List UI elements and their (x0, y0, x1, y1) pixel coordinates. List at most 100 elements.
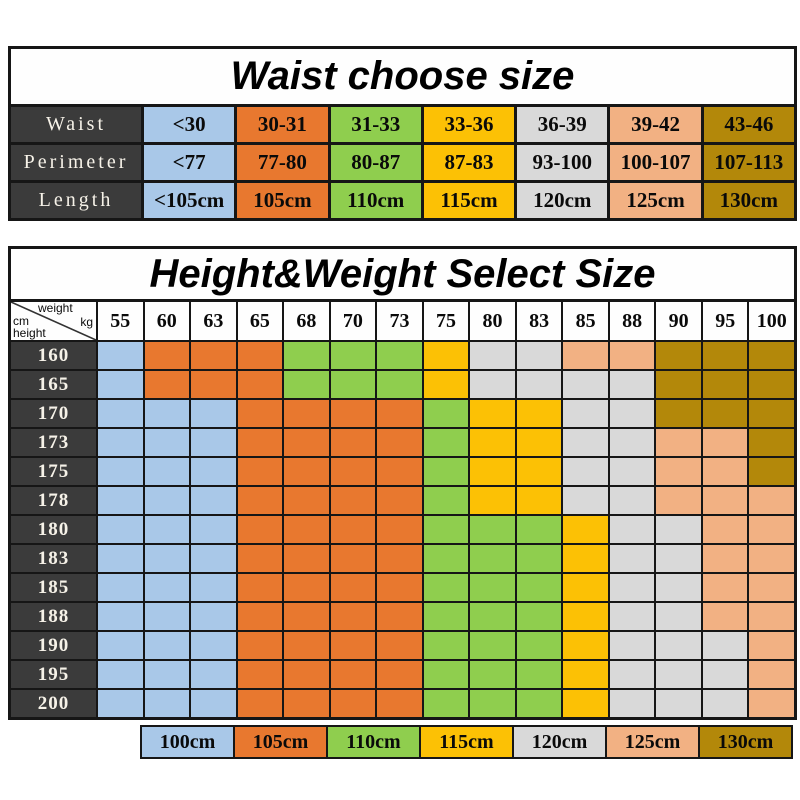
size-cell-100cm (98, 429, 143, 456)
size-cell-100cm (98, 574, 143, 601)
corner-height-label: height (13, 326, 46, 340)
height-row-header: 188 (11, 603, 96, 630)
weight-header-cell: 60 (144, 302, 190, 340)
size-cell-110cm (423, 603, 469, 630)
size-cell-120cm (563, 371, 608, 398)
size-cell-120cm (656, 632, 701, 659)
size-cell-110cm (423, 429, 469, 456)
size-cell-120cm (563, 400, 608, 427)
size-cell-115cm (563, 545, 608, 572)
corner-cell: weight cm kg height (11, 301, 96, 340)
size-cell-100cm (191, 574, 236, 601)
size-cell-130cm (656, 371, 701, 398)
waist-value-cell: 130cm (703, 183, 794, 218)
size-cell-100cm (98, 371, 143, 398)
height-weight-table-title: Height&Weight Select Size (11, 249, 794, 299)
size-cell-105cm (377, 574, 422, 601)
size-cell-105cm (284, 661, 329, 688)
size-cell-105cm (377, 545, 422, 572)
size-cell-100cm (144, 487, 190, 514)
size-cell-125cm (702, 516, 748, 543)
size-cell-110cm (377, 342, 422, 369)
legend-item: 120cm (514, 727, 605, 757)
size-cell-100cm (98, 661, 143, 688)
size-cell-125cm (702, 603, 748, 630)
size-cell-120cm (609, 545, 655, 572)
size-cell-120cm (609, 487, 655, 514)
size-cell-105cm (237, 545, 283, 572)
size-cell-105cm (284, 603, 329, 630)
size-cell-125cm (656, 458, 701, 485)
corner-cm-label: cm (13, 314, 29, 328)
size-cell-120cm (609, 400, 655, 427)
size-cell-120cm (609, 690, 655, 717)
size-cell-120cm (609, 429, 655, 456)
waist-value-cell: <77 (144, 145, 235, 180)
size-cell-105cm (144, 342, 190, 369)
size-cell-125cm (702, 487, 748, 514)
size-cell-125cm (749, 632, 794, 659)
size-cell-130cm (702, 371, 748, 398)
size-cell-115cm (470, 400, 515, 427)
size-cell-100cm (144, 458, 190, 485)
weight-header-cell: 88 (609, 302, 655, 340)
size-cell-125cm (702, 429, 748, 456)
weight-header-cell: 100 (749, 302, 794, 340)
size-cell-110cm (423, 516, 469, 543)
size-cell-105cm (377, 632, 422, 659)
waist-value-cell: 31-33 (330, 107, 421, 142)
diagonal-divider-line (11, 302, 96, 340)
size-cell-105cm (237, 400, 283, 427)
size-color-legend: 100cm 105cm 110cm 115cm 120cm 125cm 130cm (140, 725, 793, 759)
waist-value-cell: 80-87 (330, 145, 421, 180)
size-cell-120cm (609, 516, 655, 543)
size-cell-110cm (470, 603, 515, 630)
size-cell-105cm (377, 516, 422, 543)
size-cell-115cm (516, 400, 562, 427)
size-cell-130cm (749, 458, 794, 485)
size-cell-125cm (749, 516, 794, 543)
waist-value-cell: 77-80 (237, 145, 328, 180)
size-cell-120cm (563, 458, 608, 485)
size-cell-110cm (516, 632, 562, 659)
waist-value-cell: <105cm (144, 183, 235, 218)
size-cell-125cm (702, 458, 748, 485)
size-cell-100cm (98, 603, 143, 630)
height-row-header: 180 (11, 516, 96, 543)
size-cell-105cm (330, 632, 376, 659)
size-cell-110cm (330, 371, 376, 398)
size-cell-110cm (516, 516, 562, 543)
weight-header-cell: 73 (377, 302, 422, 340)
size-cell-105cm (377, 690, 422, 717)
weight-header-cell: 55 (98, 302, 143, 340)
waist-value-cell: 115cm (423, 183, 515, 218)
weight-header-cell: 63 (191, 302, 236, 340)
size-cell-105cm (284, 574, 329, 601)
size-cell-120cm (609, 661, 655, 688)
size-cell-105cm (237, 429, 283, 456)
size-cell-100cm (144, 603, 190, 630)
height-row-header: 195 (11, 661, 96, 688)
size-cell-110cm (423, 545, 469, 572)
waist-table-grid: Waist <30 30-31 31-33 33-36 36-39 39-42 43-46 Pe… (11, 107, 794, 218)
size-cell-110cm (470, 690, 515, 717)
legend-item: 110cm (328, 727, 419, 757)
size-cell-120cm (609, 458, 655, 485)
size-cell-120cm (656, 661, 701, 688)
size-cell-100cm (144, 429, 190, 456)
size-cell-100cm (98, 632, 143, 659)
legend-item: 125cm (607, 727, 698, 757)
waist-size-table: Waist choose size Waist <30 30-31 31-33 33-3… (8, 46, 797, 221)
waist-value-cell: 43-46 (703, 107, 794, 142)
size-cell-105cm (377, 429, 422, 456)
size-cell-110cm (470, 545, 515, 572)
size-cell-105cm (330, 545, 376, 572)
corner-kg-label: kg (80, 315, 93, 329)
size-cell-100cm (98, 545, 143, 572)
size-cell-130cm (702, 342, 748, 369)
size-cell-100cm (144, 516, 190, 543)
size-cell-110cm (284, 371, 329, 398)
size-cell-100cm (191, 516, 236, 543)
size-cell-120cm (656, 690, 701, 717)
